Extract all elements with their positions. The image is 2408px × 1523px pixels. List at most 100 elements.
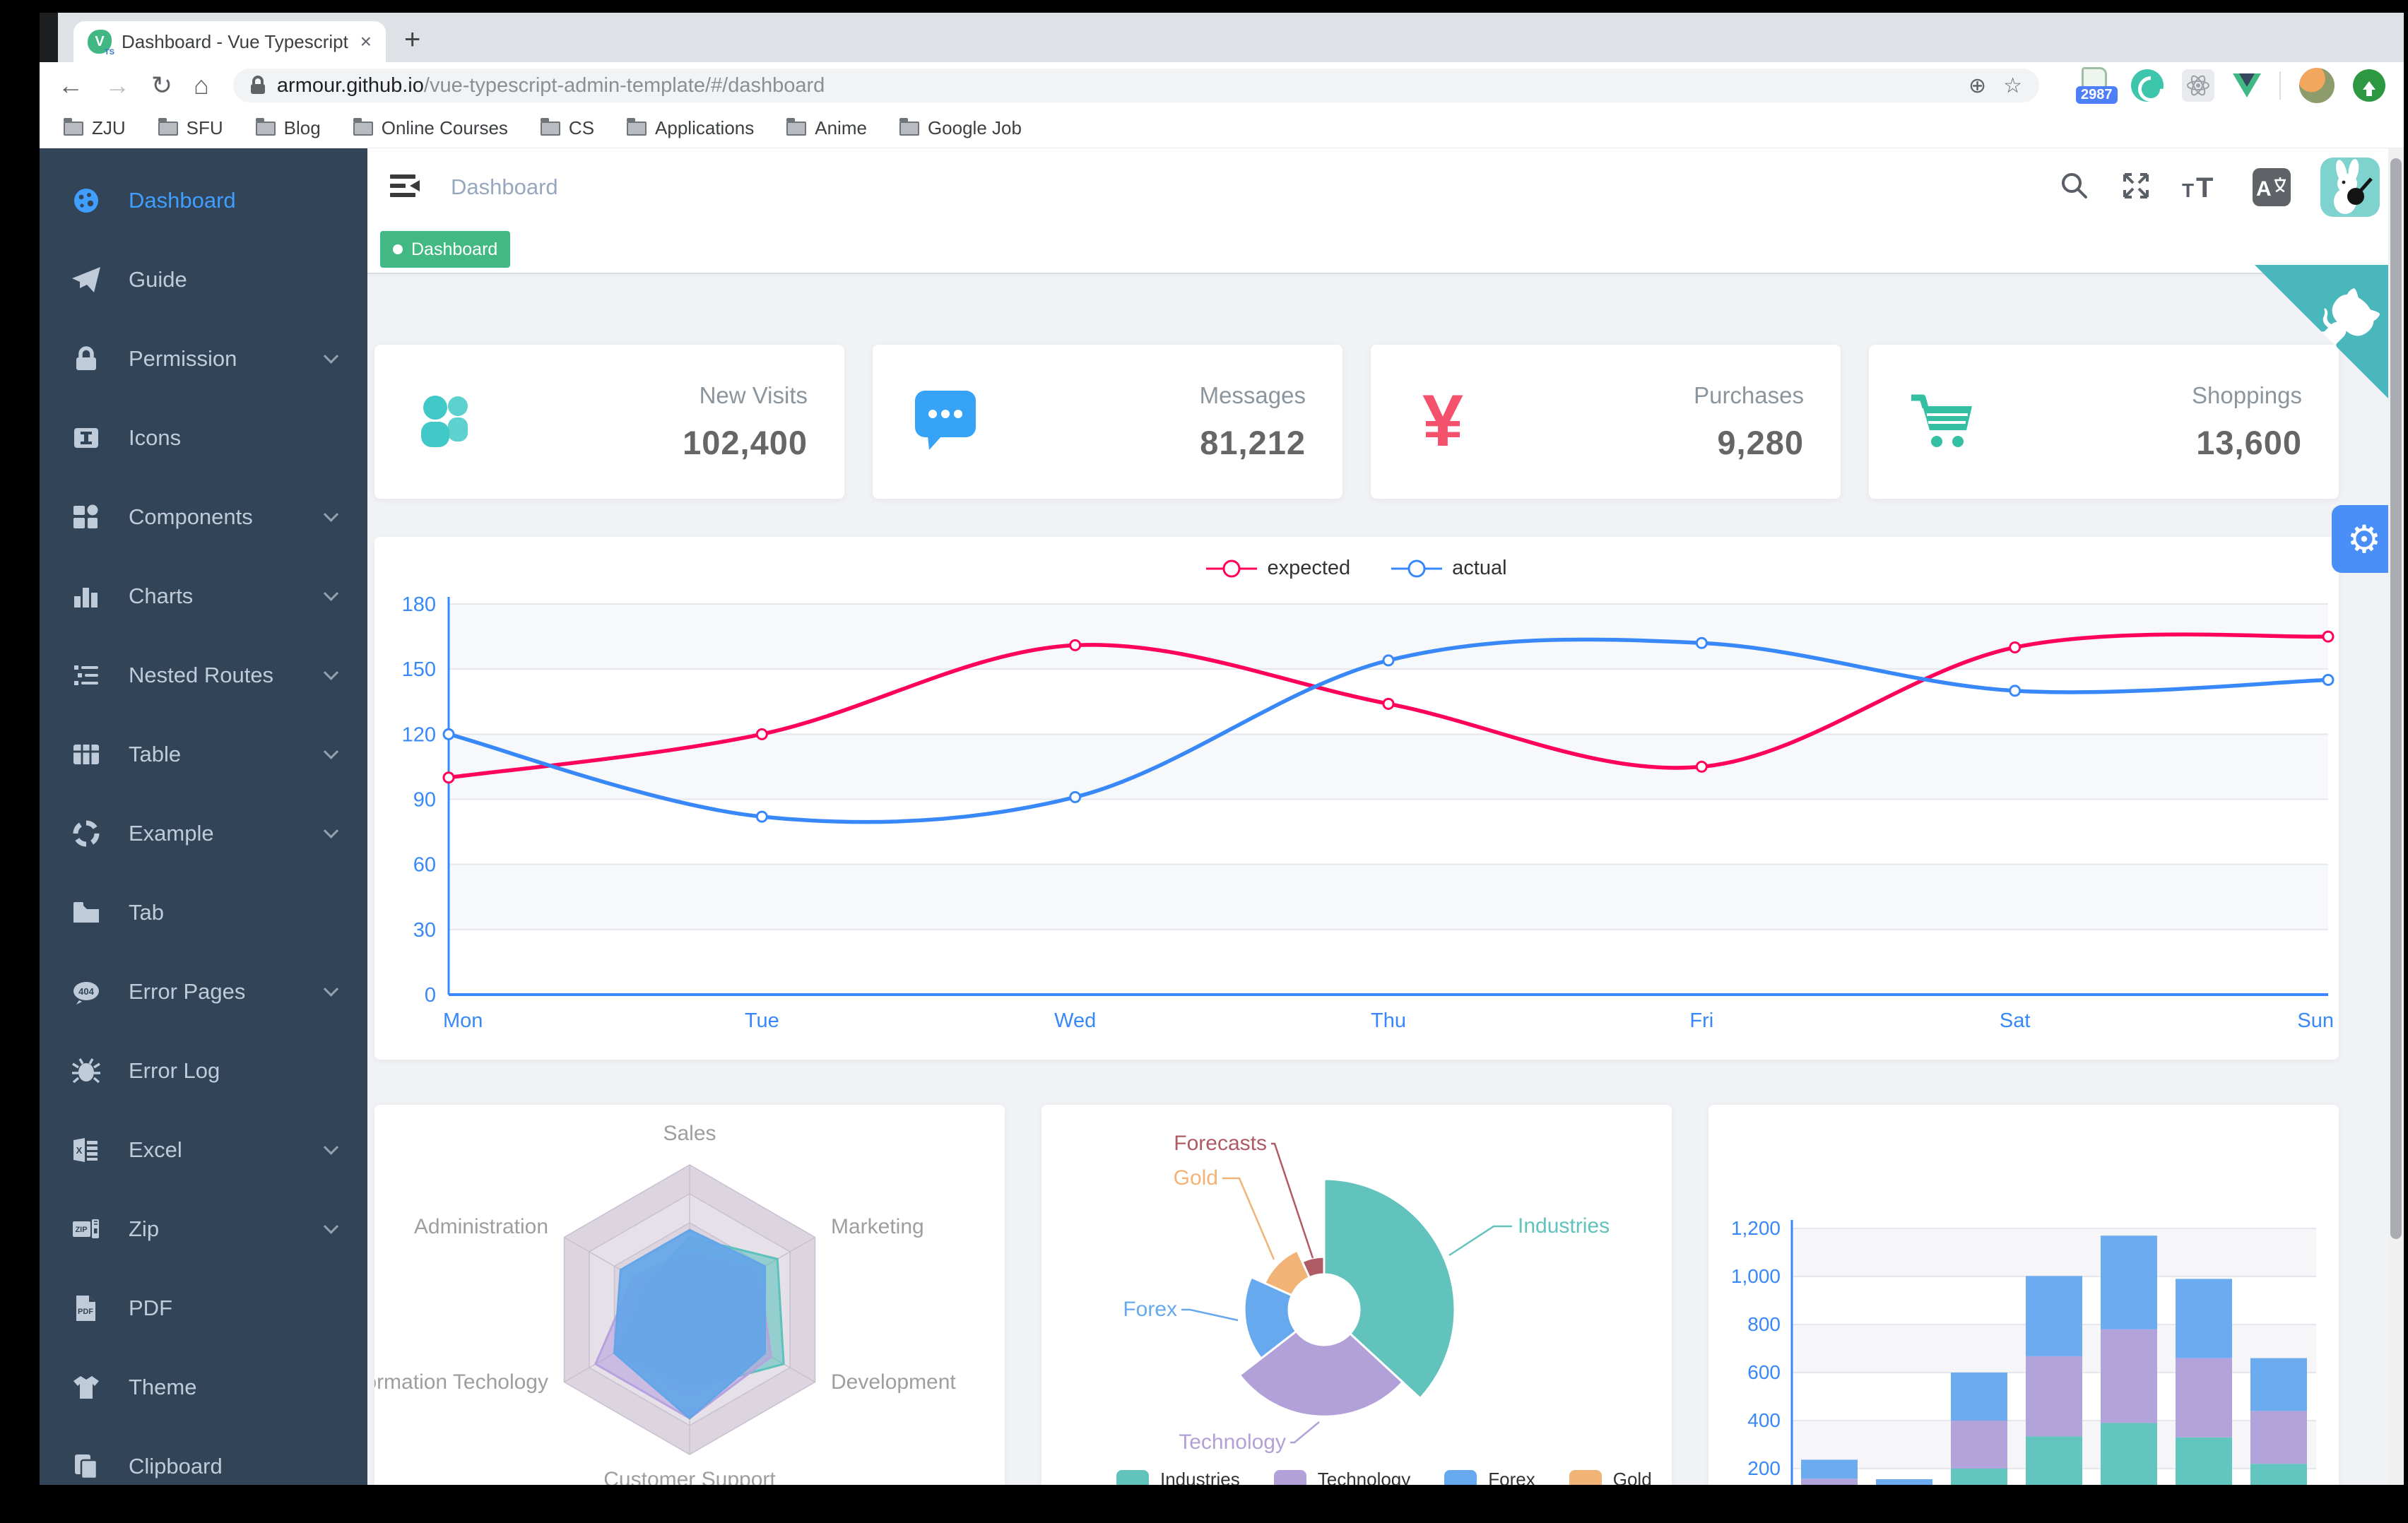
search-icon[interactable] bbox=[2059, 170, 2090, 205]
browser-profile-avatar[interactable] bbox=[2299, 68, 2335, 103]
sidebar-item-excel[interactable]: X Excel bbox=[40, 1110, 367, 1190]
sidebar-item-permission[interactable]: Permission bbox=[40, 319, 367, 398]
extension-badge-icon[interactable]: 2987 bbox=[2076, 67, 2118, 104]
home-icon[interactable]: ⌂ bbox=[194, 71, 209, 100]
sidebar-item-error-log[interactable]: Error Log bbox=[40, 1031, 367, 1110]
sidebar-item-clipboard[interactable]: Clipboard bbox=[40, 1427, 367, 1485]
reload-icon[interactable]: ↻ bbox=[151, 71, 173, 100]
stat-card-label: Shoppings bbox=[2192, 381, 2302, 408]
sidebar-item-theme[interactable]: Theme bbox=[40, 1348, 367, 1427]
bookmark-item[interactable]: CS bbox=[540, 117, 594, 139]
charts-icon bbox=[71, 581, 102, 612]
github-corner-ribbon[interactable] bbox=[2255, 265, 2400, 413]
sidebar-item-pdf[interactable]: PDF PDF bbox=[40, 1269, 367, 1348]
tags-view-bar: Dashboard bbox=[367, 226, 2404, 274]
stat-card-shoppings[interactable]: Shoppings 13,600 bbox=[1869, 345, 2339, 499]
forward-icon[interactable]: → bbox=[105, 71, 130, 100]
pie-legend-item-forex[interactable]: Forex bbox=[1444, 1469, 1535, 1485]
back-icon[interactable]: ← bbox=[58, 71, 83, 100]
stat-card-value: 102,400 bbox=[683, 423, 808, 461]
tab-close-icon[interactable]: × bbox=[360, 30, 372, 52]
sidebar-item-label: Permission bbox=[129, 346, 237, 371]
sidebar-item-tab[interactable]: Tab bbox=[40, 873, 367, 952]
stat-card-new-visits[interactable]: New Visits 102,400 bbox=[374, 345, 844, 499]
sidebar-item-label: Error Log bbox=[129, 1058, 220, 1083]
bookmark-item[interactable]: ZJU bbox=[64, 117, 126, 139]
folder-icon bbox=[786, 117, 807, 136]
sidebar-item-components[interactable]: Components bbox=[40, 478, 367, 557]
icons-icon bbox=[71, 422, 102, 454]
sidebar-item-table[interactable]: Table bbox=[40, 715, 367, 794]
pie-chart-panel: Industries Technology Forex Gold Forecasts I… bbox=[1041, 1105, 1672, 1485]
sidebar-item-icons[interactable]: Icons bbox=[40, 398, 367, 478]
react-devtools-icon[interactable] bbox=[2182, 69, 2214, 102]
zoom-page-icon[interactable]: ⊕ bbox=[1968, 73, 1987, 97]
bookmark-item[interactable]: Applications bbox=[627, 117, 754, 139]
lock-icon bbox=[71, 343, 102, 374]
extension-circle-icon[interactable] bbox=[2131, 69, 2164, 102]
svg-text:A: A bbox=[2256, 177, 2272, 201]
sidebar-toggle-icon[interactable] bbox=[389, 170, 421, 205]
translate-icon[interactable]: A bbox=[2253, 168, 2291, 206]
line-chart[interactable]: 0 30 60 90 120 150 180 Mon Tue Wed Thu Fri Sat Sun bbox=[374, 537, 2339, 1060]
stat-card-value: 81,212 bbox=[1200, 423, 1306, 461]
sidebar-item-label: Guide bbox=[129, 267, 187, 292]
settings-button[interactable]: ⚙ bbox=[2332, 505, 2397, 573]
user-avatar-group[interactable] bbox=[2320, 158, 2380, 217]
pie-legend-label: Industries bbox=[1160, 1469, 1240, 1485]
svg-text:1,000: 1,000 bbox=[1731, 1265, 1781, 1287]
sidebar-item-charts[interactable]: Charts bbox=[40, 557, 367, 636]
money-icon: ¥ bbox=[1407, 380, 1492, 462]
pie-legend-item-gold[interactable]: Gold bbox=[1569, 1469, 1652, 1485]
new-tab-button[interactable]: + bbox=[404, 24, 421, 55]
sidebar-item-label: Icons bbox=[129, 425, 182, 450]
browser-toolbar: ← → ↻ ⌂ armour.github.io/vue-typescript-… bbox=[40, 62, 2404, 109]
stat-card-messages[interactable]: Messages 81,212 bbox=[873, 345, 1342, 499]
stat-card-purchases[interactable]: ¥ Purchases 9,280 bbox=[1371, 345, 1841, 499]
stats-cards-row: New Visits 102,400 Messages 81,212 ¥ Purchase… bbox=[374, 345, 2339, 499]
sidebar-item-label: Table bbox=[129, 742, 182, 766]
stat-card-label: Messages bbox=[1199, 381, 1306, 408]
bookmark-item[interactable]: Blog bbox=[255, 117, 321, 139]
page-scrollbar[interactable] bbox=[2388, 148, 2404, 1485]
excel-icon: X bbox=[71, 1134, 102, 1166]
gear-icon: ⚙ bbox=[2347, 518, 2382, 561]
svg-text:Gold: Gold bbox=[1174, 1166, 1218, 1190]
legend-item-actual[interactable]: actual bbox=[1391, 557, 1507, 580]
bookmark-item[interactable]: Online Courses bbox=[353, 117, 508, 139]
pie-legend-item-technology[interactable]: Technology bbox=[1273, 1469, 1410, 1485]
bookmark-star-icon[interactable]: ☆ bbox=[2003, 73, 2022, 97]
svg-text:0: 0 bbox=[425, 984, 436, 1007]
sidebar-item-nested-routes[interactable]: Nested Routes bbox=[40, 636, 367, 715]
user-avatar[interactable] bbox=[2320, 158, 2380, 217]
sidebar-item-zip[interactable]: ZIP Zip bbox=[40, 1190, 367, 1269]
window-edge bbox=[40, 13, 58, 62]
fullscreen-icon[interactable] bbox=[2120, 170, 2152, 206]
sidebar-item-error-pages[interactable]: 404 Error Pages bbox=[40, 952, 367, 1031]
sidebar-item-dashboard[interactable]: Dashboard bbox=[40, 161, 367, 240]
bookmark-item[interactable]: SFU bbox=[158, 117, 223, 139]
stat-card-value: 9,280 bbox=[1717, 423, 1804, 461]
pie-legend-item-industries[interactable]: Industries bbox=[1116, 1469, 1240, 1485]
sidebar-item-guide[interactable]: Guide bbox=[40, 240, 367, 319]
browser-tab[interactable]: V TS Dashboard - Vue Typescript Ad × bbox=[73, 21, 386, 62]
bookmark-item[interactable]: Anime bbox=[786, 117, 867, 139]
pie-legend-swatch bbox=[1116, 1469, 1149, 1485]
radar-chart[interactable]: Sales Administration Information Techology… bbox=[374, 1105, 1005, 1485]
legend-item-expected[interactable]: expected bbox=[1206, 557, 1350, 580]
stat-card-meta: New Visits 102,400 bbox=[683, 382, 808, 462]
update-icon[interactable] bbox=[2353, 69, 2385, 102]
sidebar-item-example[interactable]: Example bbox=[40, 794, 367, 873]
vue-devtools-icon[interactable] bbox=[2233, 73, 2261, 97]
url-bar[interactable]: armour.github.io/vue-typescript-admin-te… bbox=[232, 69, 2039, 102]
bar-chart[interactable]: 200 400 600 800 1,000 1,200 bbox=[1708, 1105, 2339, 1485]
table-icon bbox=[71, 739, 102, 770]
tag-dashboard[interactable]: Dashboard bbox=[380, 231, 511, 268]
scrollbar-thumb[interactable] bbox=[2390, 158, 2402, 1239]
pie-chart[interactable]: Industries Technology Forex Gold Forecasts bbox=[1041, 1105, 1672, 1485]
svg-text:T: T bbox=[2196, 172, 2213, 203]
svg-text:200: 200 bbox=[1747, 1457, 1781, 1479]
bookmark-item[interactable]: Google Job bbox=[899, 117, 1022, 139]
tag-dot-icon bbox=[393, 244, 403, 254]
